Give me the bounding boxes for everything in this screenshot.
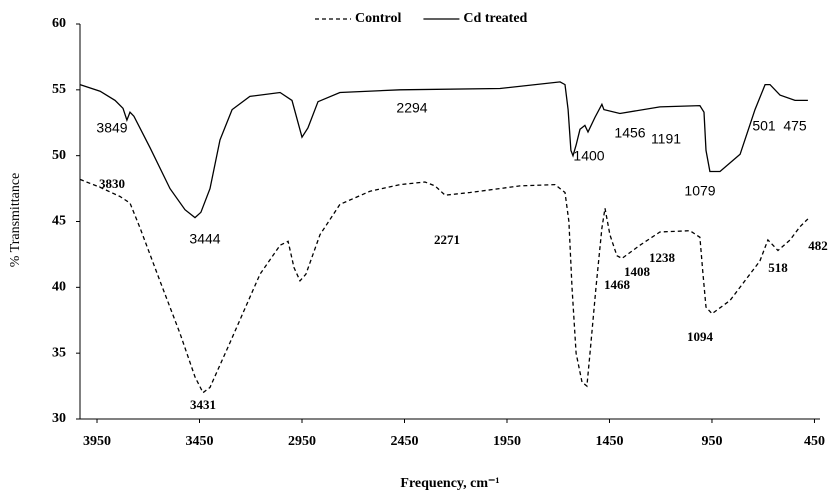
y-tick-label: 55 xyxy=(52,82,66,97)
series-line xyxy=(79,178,809,394)
x-tick-label: 1450 xyxy=(595,434,623,449)
annotation: 3444 xyxy=(189,231,220,247)
annotation: 1079 xyxy=(684,183,715,199)
annotation: 482 xyxy=(808,238,828,253)
annotation: 1094 xyxy=(687,329,714,344)
x-axis-label: Frequency, cm⁻¹ xyxy=(400,476,499,491)
x-tick-label: 450 xyxy=(804,434,825,449)
annotation: 1400 xyxy=(573,148,604,164)
x-tick-label: 2950 xyxy=(288,434,316,449)
x-tick-label: 2450 xyxy=(390,434,418,449)
annotation: 3431 xyxy=(190,397,216,412)
annotation: 518 xyxy=(768,260,788,275)
series-line xyxy=(79,81,808,219)
annotation: 3830 xyxy=(99,176,125,191)
y-tick-label: 45 xyxy=(52,214,66,229)
annotation: 1456 xyxy=(614,125,645,141)
y-axis-label: % Transmittance xyxy=(8,173,23,268)
x-tick-label: 3950 xyxy=(83,434,111,449)
annotation: 501 xyxy=(752,118,776,134)
y-tick-label: 40 xyxy=(52,280,66,295)
y-tick-label: 30 xyxy=(52,411,66,426)
annotation: 1191 xyxy=(651,131,681,147)
annotation: 1408 xyxy=(624,264,651,279)
annotation: 475 xyxy=(783,118,807,134)
y-tick-label: 35 xyxy=(52,345,66,360)
y-tick-label: 60 xyxy=(52,16,66,31)
annotation: 3849 xyxy=(96,120,127,136)
x-tick-label: 1950 xyxy=(493,434,521,449)
y-tick-label: 50 xyxy=(52,148,66,163)
annotation: 2294 xyxy=(396,100,427,116)
legend-label: Cd treated xyxy=(463,11,527,26)
annotation: 1238 xyxy=(649,250,676,265)
x-tick-label: 3450 xyxy=(186,434,214,449)
x-tick-label: 950 xyxy=(701,434,722,449)
legend-label: Control xyxy=(355,11,402,26)
annotation: 2271 xyxy=(434,232,460,247)
annotation: 1468 xyxy=(604,277,631,292)
